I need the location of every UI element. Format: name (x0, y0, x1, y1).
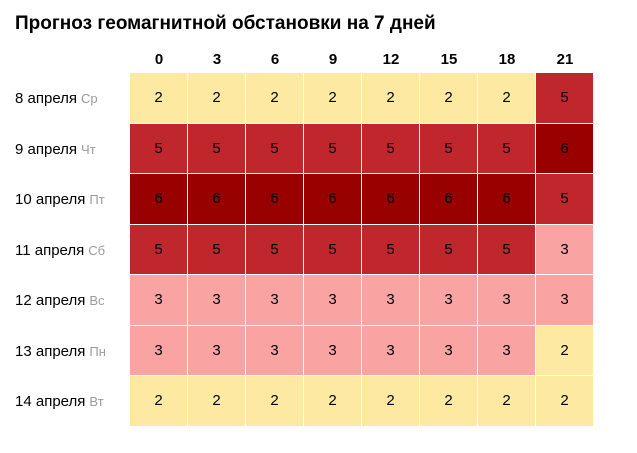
hour-header-row: 0 3 6 9 12 15 18 21 (130, 50, 594, 72)
forecast-cell: 5 (478, 123, 536, 174)
forecast-cell: 5 (188, 123, 246, 174)
forecast-cell: 2 (362, 73, 420, 124)
forecast-cell: 5 (536, 73, 594, 124)
day-of-week: Вт (89, 394, 104, 409)
day-label: 9 апреля Чт (15, 126, 96, 174)
forecast-cell: 3 (536, 275, 594, 326)
hour-header-12: 12 (382, 51, 400, 68)
forecast-cell: 3 (188, 275, 246, 326)
forecast-cell: 6 (536, 123, 594, 174)
forecast-cell: 2 (420, 73, 478, 124)
forecast-cell: 6 (304, 174, 362, 225)
forecast-cell: 2 (362, 376, 420, 427)
day-date: 14 апреля (15, 393, 86, 410)
forecast-cell: 2 (304, 376, 362, 427)
forecast-cell: 5 (304, 224, 362, 275)
day-date: 8 апреля (15, 90, 78, 107)
forecast-cell: 2 (536, 376, 594, 427)
hour-header-18: 18 (498, 51, 516, 68)
forecast-cell: 5 (420, 224, 478, 275)
forecast-cell: 3 (188, 325, 246, 376)
forecast-cell: 6 (130, 174, 188, 225)
forecast-cell: 2 (188, 376, 246, 427)
forecast-cell: 3 (246, 325, 304, 376)
day-label: 13 апреля Пн (15, 328, 106, 376)
day-of-week: Вс (89, 293, 105, 308)
forecast-cell: 3 (536, 224, 594, 275)
day-date: 9 апреля (15, 140, 78, 158)
day-of-week: Пн (89, 343, 106, 359)
forecast-cell: 2 (130, 73, 188, 124)
forecast-cell: 5 (130, 123, 188, 174)
day-of-week: Чт (81, 141, 96, 157)
day-of-week: Пт (89, 192, 105, 207)
day-label: 8 апреля Ср (15, 75, 98, 123)
forecast-cell: 5 (362, 224, 420, 275)
forecast-cell: 3 (362, 325, 420, 376)
forecast-cell: 3 (420, 275, 478, 326)
forecast-cell: 5 (130, 224, 188, 275)
day-label: 12 апреля Вс (15, 277, 105, 325)
forecast-cell: 2 (420, 376, 478, 427)
forecast-cell: 6 (478, 174, 536, 225)
forecast-cell: 2 (246, 73, 304, 124)
forecast-cell: 3 (130, 275, 188, 326)
day-label: 10 апреля Пт (15, 176, 105, 224)
forecast-cell: 3 (130, 325, 188, 376)
forecast-cell: 5 (304, 123, 362, 174)
day-of-week: Ср (81, 91, 98, 106)
forecast-cell: 2 (304, 73, 362, 124)
forecast-cell: 6 (362, 174, 420, 225)
forecast-cell: 5 (536, 174, 594, 225)
forecast-cell: 5 (246, 224, 304, 275)
forecast-cell: 3 (304, 325, 362, 376)
hour-header-15: 15 (440, 51, 458, 68)
forecast-cell: 5 (478, 224, 536, 275)
forecast-cell: 2 (478, 73, 536, 124)
forecast-cell: 2 (536, 325, 594, 376)
forecast-cell: 2 (246, 376, 304, 427)
forecast-cell: 3 (304, 275, 362, 326)
hour-header-21: 21 (556, 51, 574, 68)
hour-header-9: 9 (328, 51, 338, 68)
forecast-cell: 3 (362, 275, 420, 326)
forecast-cell: 5 (362, 123, 420, 174)
day-label: 14 апреля Вт (15, 378, 104, 426)
day-date: 10 апреля (15, 191, 86, 208)
hour-header-0: 0 (154, 51, 164, 68)
forecast-cell: 6 (246, 174, 304, 225)
hour-header-3: 3 (212, 51, 222, 68)
day-date: 12 апреля (15, 292, 86, 309)
forecast-cell: 6 (188, 174, 246, 225)
forecast-cell: 3 (478, 275, 536, 326)
forecast-cell: 2 (130, 376, 188, 427)
hour-header-6: 6 (270, 51, 280, 68)
forecast-cell: 5 (188, 224, 246, 275)
forecast-cell: 2 (478, 376, 536, 427)
forecast-cell: 5 (420, 123, 478, 174)
forecast-cell: 5 (246, 123, 304, 174)
day-label: 11 апреля Сб (15, 227, 105, 275)
day-of-week: Сб (88, 242, 106, 258)
forecast-cell: 2 (188, 73, 246, 124)
forecast-cell: 3 (478, 325, 536, 376)
day-date: 13 апреля (15, 342, 86, 360)
forecast-cell: 6 (420, 174, 478, 225)
day-date: 11 апреля (15, 241, 85, 259)
forecast-cell: 3 (246, 275, 304, 326)
forecast-cell: 3 (420, 325, 478, 376)
page-title: Прогноз геомагнитной обстановки на 7 дне… (15, 13, 436, 34)
